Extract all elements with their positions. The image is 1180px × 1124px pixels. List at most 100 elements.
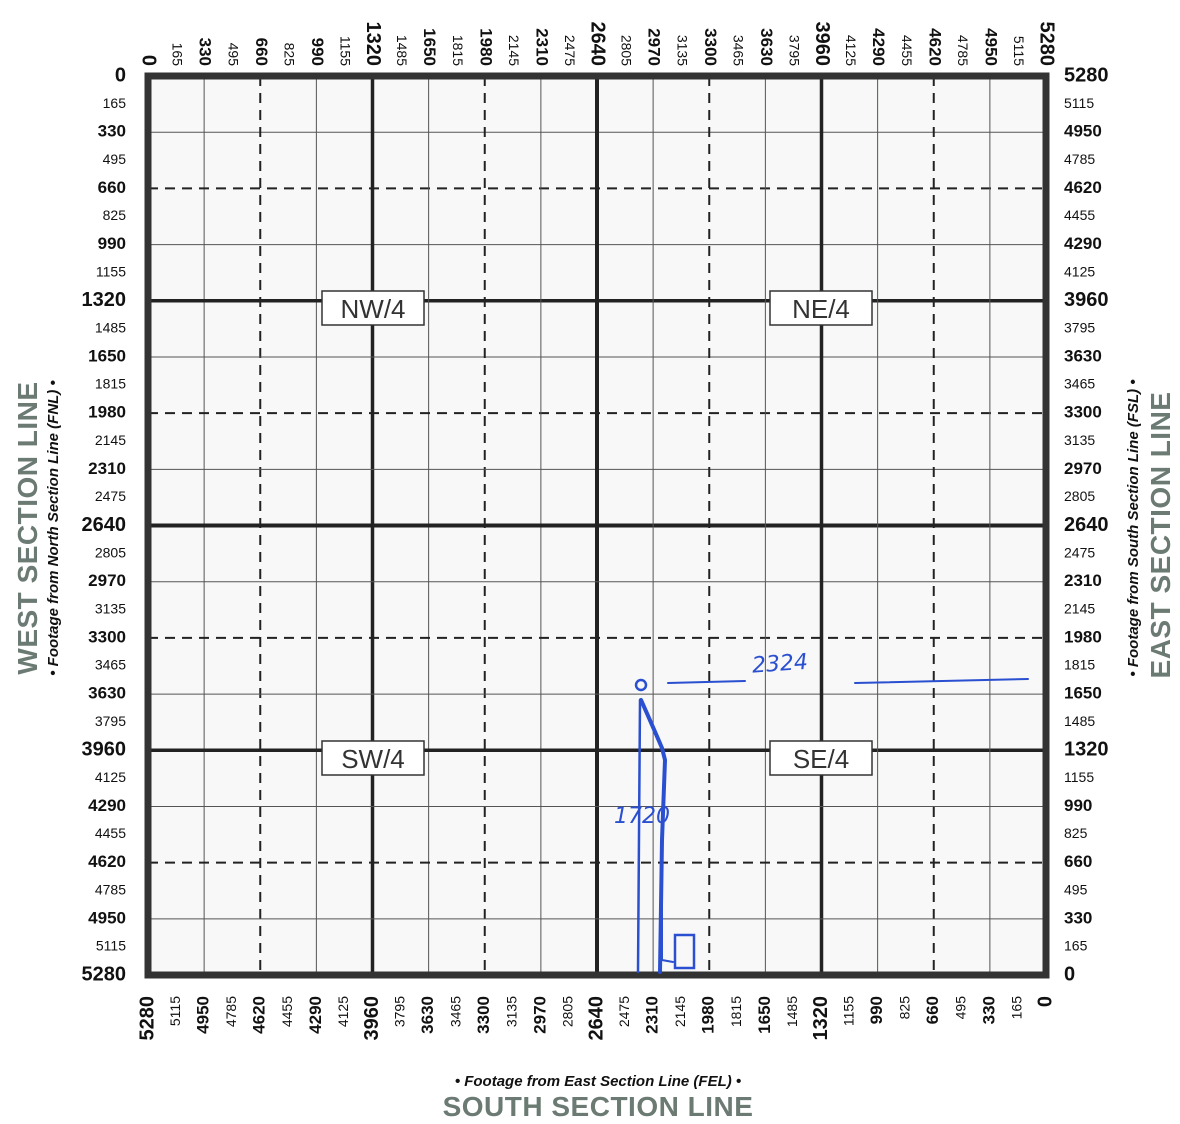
left-tick-label: 2805: [95, 544, 126, 560]
left-tick-label: 2145: [95, 432, 126, 448]
wellbore-path: [639, 698, 668, 974]
top-tick-label: 5115: [1011, 36, 1027, 66]
left-tick-label: 495: [103, 151, 127, 167]
right-tick-label: 3960: [1064, 289, 1109, 311]
quadrant-label-ne: NE/4: [769, 290, 873, 326]
east-section-line-title: EAST SECTION LINE: [1145, 392, 1176, 679]
right-tick-label: 1485: [1064, 713, 1095, 729]
bottom-tick-label: 0: [1034, 996, 1056, 1007]
left-tick-label: 5280: [82, 963, 127, 985]
left-tick-label: 2310: [88, 459, 126, 478]
top-tick-label: 5280: [1036, 22, 1058, 67]
quadrant-ne-text: NE/4: [792, 294, 850, 324]
right-tick-label: 2805: [1064, 488, 1095, 504]
bottom-tick-label: 1155: [840, 996, 856, 1026]
bottom-tick-label: 3630: [418, 996, 437, 1034]
right-tick-label: 4785: [1064, 151, 1095, 167]
bottom-tick-label: 3960: [361, 996, 383, 1041]
bottom-tick-label: 5115: [167, 996, 183, 1026]
section-grid: [144, 72, 1050, 979]
bottom-hole-marker: [673, 933, 696, 970]
top-tick-label: 1485: [394, 35, 410, 66]
left-tick-label: 825: [103, 207, 127, 223]
left-tick-label: 1485: [95, 320, 126, 336]
top-tick-label: 4950: [981, 28, 1000, 66]
left-tick-label: 1155: [96, 263, 126, 279]
quadrant-sw-text: SW/4: [341, 744, 405, 774]
top-tick-label: 4290: [869, 28, 888, 66]
right-tick-label: 4620: [1064, 178, 1102, 197]
top-tick-label: 4125: [843, 35, 859, 66]
left-tick-label: 3135: [95, 600, 126, 616]
top-tick-label: 2970: [645, 28, 664, 66]
handwritten-well-sketch: [634, 678, 1029, 974]
quadrant-nw-text: NW/4: [341, 294, 406, 324]
bottom-tick-label: 4455: [279, 996, 295, 1027]
left-tick-label: 2640: [82, 514, 127, 536]
top-tick-label: 2805: [618, 35, 634, 66]
right-tick-label: 660: [1064, 852, 1092, 871]
bottom-tick-label: 3135: [504, 996, 520, 1027]
right-tick-label: 1650: [1064, 684, 1102, 703]
left-tick-label: 2475: [95, 488, 126, 504]
bottom-tick-label: 1650: [755, 996, 774, 1034]
top-tick-label: 4785: [955, 35, 971, 66]
left-tick-label: 4455: [95, 825, 126, 841]
left-tick-label: 5115: [96, 938, 126, 954]
top-tick-label: 660: [252, 38, 271, 66]
bottom-tick-label: 2640: [585, 996, 607, 1041]
top-tick-label: 4455: [899, 35, 915, 66]
right-tick-label: 3465: [1064, 376, 1095, 392]
left-tick-label: 165: [103, 95, 127, 111]
top-tick-label: 2145: [506, 35, 522, 66]
left-tick-label: 330: [98, 122, 126, 141]
top-tick-label: 3795: [787, 35, 803, 66]
handwritten-distance-1720: 1720: [614, 804, 670, 829]
right-tick-label: 3795: [1064, 320, 1095, 336]
left-tick-label: 2970: [88, 571, 126, 590]
right-tick-label: 825: [1064, 825, 1088, 841]
bottom-tick-label: 330: [979, 996, 998, 1024]
top-tick-label: 1980: [476, 28, 495, 66]
top-tick-label: 1815: [450, 35, 466, 66]
left-tick-label: 0: [115, 64, 126, 86]
top-tick-label: 2475: [562, 35, 578, 66]
bottom-tick-label: 3465: [447, 996, 463, 1027]
bottom-tick-label: 2970: [530, 996, 549, 1034]
bottom-tick-label: 1815: [728, 996, 744, 1027]
surface-location-marker: [634, 678, 648, 692]
right-tick-label: 165: [1064, 938, 1088, 954]
left-tick-label: 1650: [88, 346, 126, 365]
right-tick-label: 1320: [1064, 739, 1109, 761]
left-tick-label: 3795: [95, 713, 126, 729]
left-tick-label: 4125: [95, 769, 126, 785]
bottom-tick-label: 1485: [784, 996, 800, 1027]
right-tick-label: 4290: [1064, 234, 1102, 253]
right-tick-label: 2970: [1064, 459, 1102, 478]
left-tick-label: 1980: [88, 403, 126, 422]
right-tick-label: 5115: [1064, 95, 1094, 111]
left-tick-label: 4950: [88, 908, 126, 927]
top-tick-label: 4620: [925, 28, 944, 66]
right-tick-label: 4455: [1064, 207, 1095, 223]
south-section-line-title: SOUTH SECTION LINE: [443, 1091, 754, 1122]
right-tick-label: 4125: [1064, 263, 1095, 279]
right-tick-label: 990: [1064, 796, 1092, 815]
right-tick-label: 495: [1064, 881, 1088, 897]
right-tick-label: 2310: [1064, 571, 1102, 590]
bottom-tick-label: 495: [953, 996, 969, 1020]
bottom-tick-label: 1320: [810, 996, 832, 1041]
right-tick-label: 4950: [1064, 122, 1102, 141]
left-tick-label: 4620: [88, 852, 126, 871]
right-tick-label: 2640: [1064, 514, 1109, 536]
bottom-tick-label: 2805: [560, 996, 576, 1027]
left-tick-label: 1320: [82, 289, 127, 311]
top-tick-label: 3465: [731, 35, 747, 66]
bottom-tick-label: 1980: [699, 996, 718, 1034]
top-tick-label: 3300: [701, 28, 720, 66]
top-tick-label: 990: [308, 38, 327, 66]
west-section-line-title: WEST SECTION LINE: [12, 381, 43, 674]
right-tick-label: 2475: [1064, 544, 1095, 560]
bottom-tick-label: 2310: [643, 996, 662, 1034]
bottom-tick-label: 660: [923, 996, 942, 1024]
